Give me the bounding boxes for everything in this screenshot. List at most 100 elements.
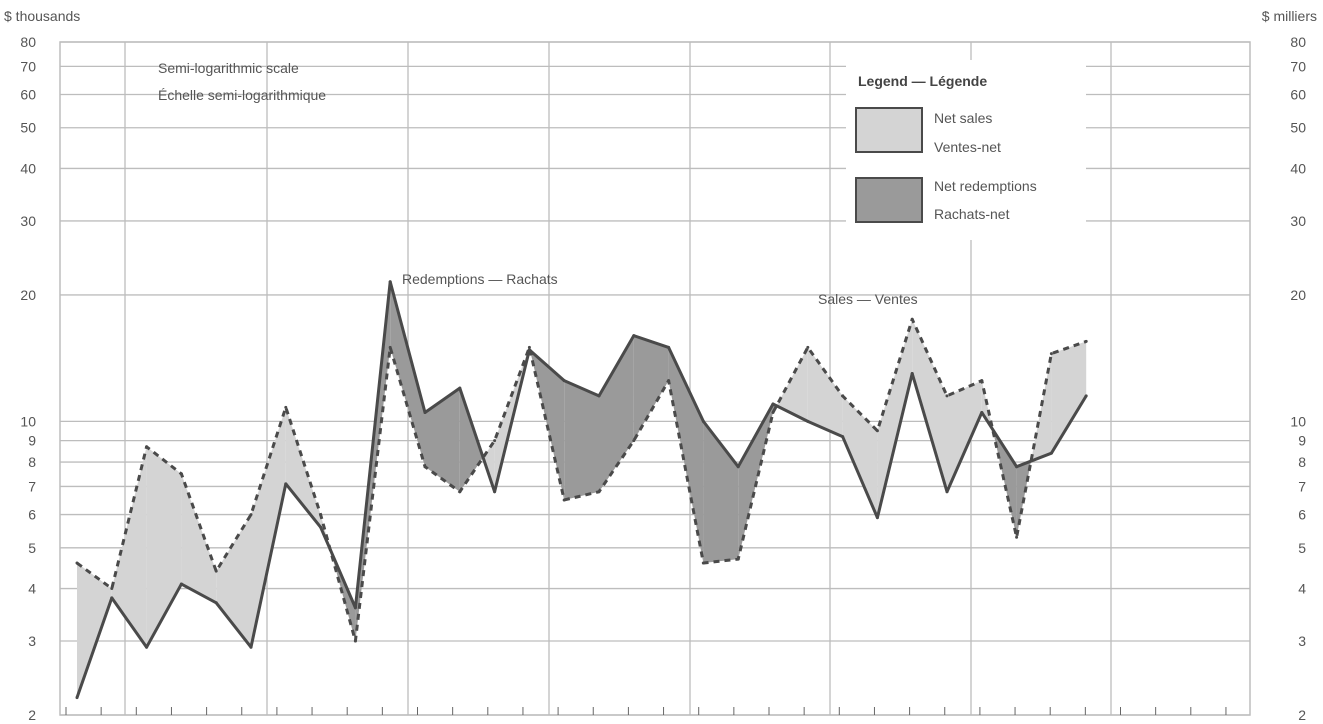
net-sales-area: [111, 446, 147, 648]
redemptions-point: [353, 606, 357, 610]
redemptions-point: [562, 379, 566, 383]
net-redemptions-area: [425, 388, 460, 492]
y-axis-unit-right: $ milliers: [1261, 8, 1317, 24]
redemptions-point: [875, 516, 879, 520]
y-tick-label-left: 60: [20, 86, 36, 102]
net-redemptions-area: [390, 281, 425, 467]
y-tick-label-left: 70: [20, 58, 36, 74]
net-redemptions-area: [599, 335, 634, 492]
redemptions-point: [214, 601, 218, 605]
net-sales-area: [251, 407, 286, 648]
redemptions-point: [110, 596, 114, 600]
series-lines: [75, 280, 1088, 700]
area-fills: [77, 281, 1087, 698]
y-tick-label-left: 6: [28, 507, 36, 523]
scale-note: Semi-logarithmic scale Échelle semi-loga…: [158, 60, 326, 103]
net-sales-area: [947, 380, 982, 492]
sales-line: [76, 317, 1087, 643]
sales-point: [319, 513, 323, 517]
redemptions-point: [701, 419, 705, 423]
redemptions-point: [1084, 394, 1088, 398]
redemptions-point: [423, 410, 427, 414]
net-redemptions-area: [459, 388, 484, 492]
sales-point: [701, 561, 705, 565]
redemptions-point: [632, 334, 636, 338]
sales-point: [632, 439, 636, 443]
redemptions-point: [667, 345, 671, 349]
sales-point: [458, 490, 462, 494]
net-sales-area: [842, 395, 878, 518]
y-tick-label-right: 80: [1290, 34, 1306, 50]
legend-label-net-redemptions-en: Net redemptions: [934, 178, 1037, 194]
redemptions-point: [1049, 451, 1053, 455]
sales-point: [736, 557, 740, 561]
net-sales-area: [807, 347, 843, 437]
redemptions-point: [771, 402, 775, 406]
redemptions-point: [179, 582, 183, 586]
sales-point: [1049, 352, 1053, 356]
annotation-sales: Sales — Ventes: [818, 291, 918, 307]
sales-point: [597, 490, 601, 494]
scale-note-en: Semi-logarithmic scale: [158, 60, 299, 76]
net-sales-area: [912, 319, 947, 492]
y-tick-label-right: 5: [1298, 540, 1306, 556]
redemptions-point: [249, 645, 253, 649]
sales-point: [771, 410, 775, 414]
y-tick-label-left: 40: [20, 160, 36, 176]
y-tick-label-left: 9: [28, 433, 36, 449]
redemptions-point: [458, 386, 462, 390]
legend-label-net-sales-fr: Ventes-net: [934, 139, 1001, 155]
y-tick-label-right: 40: [1290, 160, 1306, 176]
sales-point: [249, 513, 253, 517]
sales-point: [284, 405, 288, 409]
sales-point: [667, 379, 671, 383]
redemptions-point: [910, 372, 914, 376]
tick-labels: 2 2 3 3 4 4 5 5 6 6 7 7 8 8 9 9 10 10 20 20 30 30 40 40 50 50 60 60…: [20, 34, 1306, 723]
net-redemptions-area: [564, 380, 599, 500]
y-tick-label-left: 2: [28, 707, 36, 723]
legend-title: Legend — Légende: [858, 73, 987, 89]
sales-point: [75, 561, 79, 565]
sales-point: [562, 498, 566, 502]
y-tick-label-left: 50: [20, 120, 36, 136]
sales-point: [110, 587, 114, 591]
sales-point: [945, 394, 949, 398]
net-redemptions-area: [330, 549, 356, 642]
y-tick-label-left: 8: [28, 454, 36, 470]
redemptions-point: [284, 482, 288, 486]
y-tick-label-left: 5: [28, 540, 36, 556]
sales-point: [806, 345, 810, 349]
y-tick-label-left: 4: [28, 581, 36, 597]
y-tick-label-left: 3: [28, 633, 36, 649]
sales-point: [179, 472, 183, 476]
y-tick-label-right: 30: [1290, 213, 1306, 229]
sales-point: [841, 394, 845, 398]
sales-point: [388, 345, 392, 349]
sales-point: [423, 465, 427, 469]
sales-point: [353, 639, 357, 643]
net-sales-area: [776, 347, 808, 422]
y-tick-label-left: 20: [20, 287, 36, 303]
y-tick-label-right: 3: [1298, 633, 1306, 649]
net-sales-area: [1051, 341, 1087, 454]
sales-point: [980, 379, 984, 383]
legend-swatch-net-redemptions: [855, 177, 923, 223]
legend-label-net-redemptions-fr: Rachats-net: [934, 206, 1010, 222]
legend: Legend — Légende Net sales Ventes-net Ne…: [846, 60, 1086, 240]
y-tick-label-right: 9: [1298, 433, 1306, 449]
redemptions-point: [980, 410, 984, 414]
net-sales-area: [77, 563, 112, 698]
scale-note-fr: Échelle semi-logarithmique: [158, 87, 326, 103]
y-tick-label-left: 10: [20, 413, 36, 429]
sales-point: [214, 569, 218, 573]
legend-label-net-sales-en: Net sales: [934, 110, 992, 126]
y-tick-label-right: 20: [1290, 287, 1306, 303]
redemptions-point: [145, 645, 149, 649]
y-axis-unit-left: $ thousands: [4, 8, 81, 24]
net-redemptions-area: [633, 335, 669, 441]
legend-swatch-net-sales: [855, 107, 923, 153]
y-tick-label-right: 2: [1298, 707, 1306, 723]
sales-point: [1084, 339, 1088, 343]
sales-point: [527, 345, 531, 349]
sales-point: [493, 439, 497, 443]
